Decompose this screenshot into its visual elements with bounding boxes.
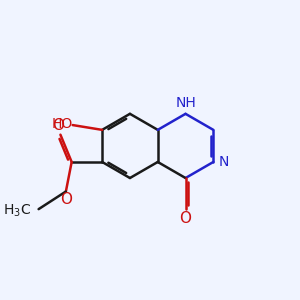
Text: H$_3$C: H$_3$C bbox=[3, 202, 31, 219]
Text: NH: NH bbox=[175, 97, 196, 110]
Text: N: N bbox=[218, 155, 229, 169]
Text: O: O bbox=[179, 211, 191, 226]
Text: O: O bbox=[52, 118, 64, 134]
Text: HO: HO bbox=[52, 117, 73, 131]
Text: O: O bbox=[60, 192, 72, 207]
